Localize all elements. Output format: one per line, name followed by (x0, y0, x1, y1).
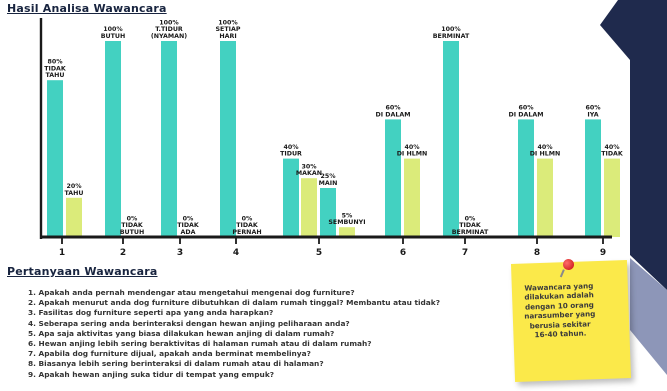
bar (604, 158, 620, 237)
bar (518, 119, 534, 237)
data-label: 40% DI HLMN (530, 144, 561, 158)
question-item: 5. Apa saja aktivitas yang biasa dilakuk… (28, 328, 335, 338)
tick-label: 3 (177, 248, 183, 258)
page-title: Hasil Analisa Wawancara (7, 2, 167, 15)
bar (105, 41, 121, 237)
data-label: 0% TIDAK PERNAH (232, 215, 261, 236)
question-item: 2. Apakah menurut anda dog furniture dib… (28, 298, 440, 308)
question-item: 7. Apabila dog furniture dijual, apakah … (28, 349, 311, 359)
question-item: 9. Apakah hewan anjing suka tidur di tem… (28, 369, 275, 379)
data-label: 60% IYA (585, 105, 601, 119)
data-label: 60% DI DALAM (508, 105, 543, 119)
bar (220, 41, 236, 237)
tick-label: 1 (59, 248, 65, 258)
data-label: 0% TIDAK BERMINAT (452, 215, 489, 236)
bar (301, 178, 317, 237)
data-label: 100% T.TIDUR (NYAMAN) (151, 19, 187, 40)
data-label: 40% TIDUR (280, 144, 302, 158)
data-label: 0% TIDAK BUTUH (120, 215, 145, 236)
bar (339, 227, 355, 237)
tick-label: 8 (534, 248, 540, 258)
data-label: 25% MAIN (319, 173, 338, 187)
tick-label: 6 (400, 248, 406, 258)
pushpin-needle (559, 269, 565, 278)
data-label: 20% TAHU (64, 183, 83, 197)
bar (47, 80, 63, 237)
data-label: 100% SETIAP HARI (216, 19, 241, 40)
bar (443, 41, 459, 237)
tick-label: 4 (233, 248, 239, 258)
data-label: 40% TIDAK (601, 144, 624, 158)
data-label: 30% MAKAN (296, 163, 322, 177)
bar (537, 158, 553, 237)
question-item: 8. Biasanya lebih sering berinteraksi di… (28, 359, 324, 369)
data-label: 0% TIDAK ADA (177, 215, 200, 236)
pushpin-icon (562, 258, 575, 271)
questions-title: Pertanyaan Wawancara (7, 265, 158, 278)
question-item: 1. Apakah anda pernah mendengar atau men… (28, 288, 355, 297)
bar (161, 41, 177, 237)
bar (283, 158, 299, 237)
data-label: 100% BERMINAT (433, 26, 470, 40)
corner-slate-shape (630, 258, 667, 375)
data-label: 80% TIDAK TAHU (44, 59, 67, 80)
question-item: 6. Hewan anjing lebih sering beraktivita… (28, 338, 372, 348)
data-label: 100% BUTUH (101, 26, 126, 40)
data-label: 60% DI DALAM (375, 105, 410, 119)
bar (385, 119, 401, 237)
bar-chart: 80% TIDAK TAHU 20% TAHU 100% BUTUH 0% TIDAK BUTUH… (39, 18, 624, 258)
tick-label: 9 (600, 248, 606, 258)
bar (585, 119, 601, 237)
data-label: 40% DI HLMN (397, 144, 428, 158)
question-item: 4. Seberapa sering anda berinteraksi den… (28, 318, 350, 328)
bar (66, 197, 82, 237)
question-item: 3. Fasilitas dog furniture seperti apa y… (28, 308, 274, 318)
bar (320, 188, 336, 237)
data-label: 5% SEMBUNYI (328, 212, 365, 226)
tick-label: 5 (316, 248, 322, 258)
tick-label: 2 (120, 248, 126, 258)
bar (404, 158, 420, 237)
questions-list: 1. Apakah anda pernah mendengar atau men… (28, 288, 440, 380)
sticky-note: Wawancara yang dilakukan adalah dengan 1… (510, 258, 632, 382)
tick-label: 7 (462, 248, 468, 258)
note-text: Wawancara yang dilakukan adalah dengan 1… (524, 281, 596, 340)
